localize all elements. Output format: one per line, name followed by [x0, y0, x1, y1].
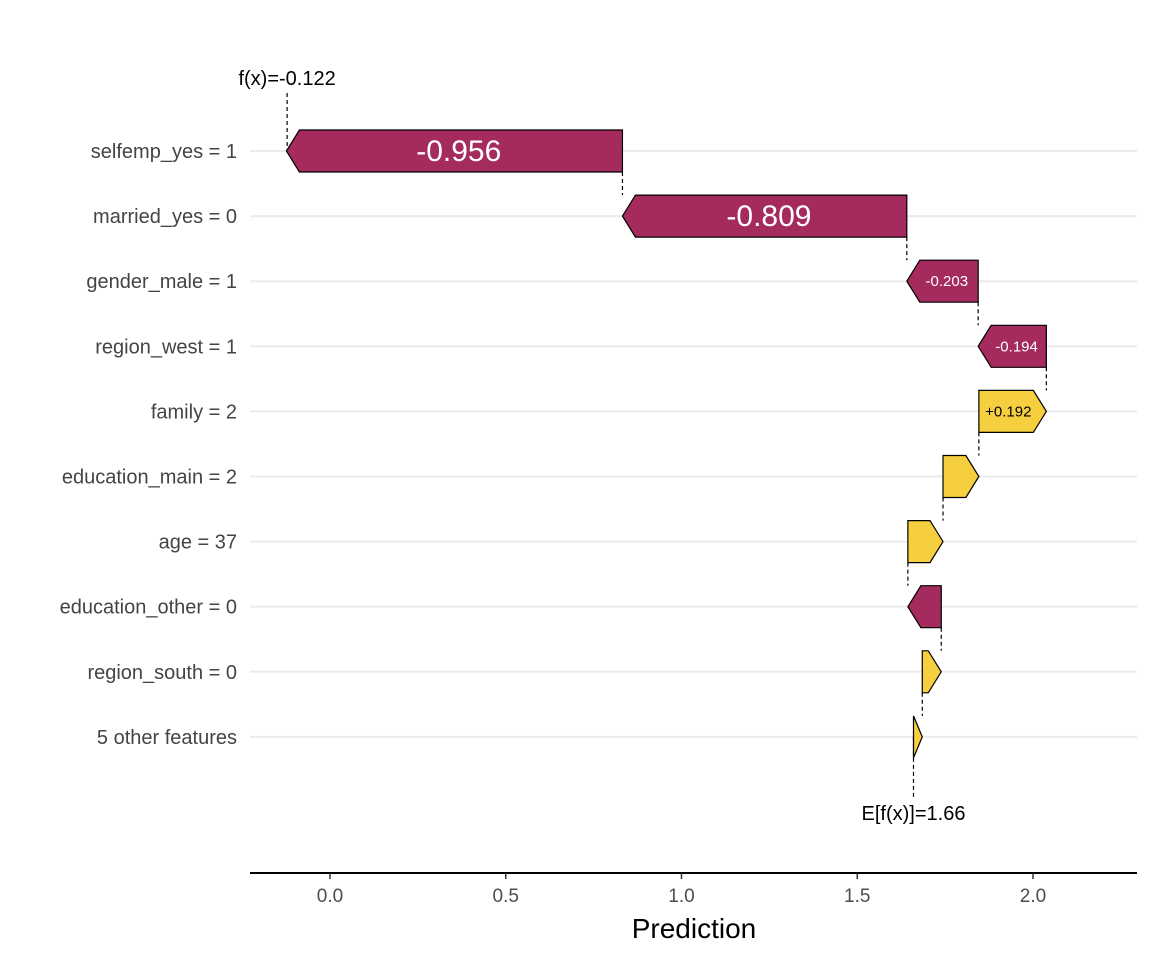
negative-contribution-bar [907, 585, 942, 629]
feature-label: age = 37 [159, 532, 237, 554]
bar-value-label: -0.956 [416, 135, 501, 168]
bar-value-label: -0.194 [995, 338, 1038, 355]
base-value-annotation: E[f(x)]=1.66 [862, 803, 966, 825]
prediction-annotation: f(x)=-0.122 [238, 68, 335, 90]
feature-label: selfemp_yes = 1 [91, 141, 237, 163]
feature-label: region_west = 1 [95, 336, 237, 358]
feature-label: married_yes = 0 [93, 206, 237, 228]
bar-value-label: -0.809 [726, 200, 811, 233]
contribution-bars: -0.956 -0.809 -0.203 -0.194 +0.192 [285, 129, 1048, 759]
x-tick-label: 0.0 [317, 886, 343, 907]
feature-label: family = 2 [151, 401, 237, 423]
positive-contribution-bar [912, 715, 923, 759]
x-tick-label: 0.5 [493, 886, 519, 907]
feature-label: education_main = 2 [62, 467, 237, 489]
positive-contribution-bar [978, 389, 1048, 433]
x-tick-label: 1.5 [844, 886, 870, 907]
negative-contribution-bar [285, 129, 624, 173]
bar-value-label: -0.203 [926, 273, 969, 290]
positive-contribution-bar [921, 650, 942, 694]
x-axis-title: Prediction [632, 913, 757, 944]
negative-contribution-bar [977, 324, 1047, 368]
x-tick-label: 2.0 [1020, 886, 1046, 907]
x-axis: 0.0 0.5 1.0 1.5 2.0 [250, 872, 1137, 907]
bar-value-label: +0.192 [985, 403, 1031, 420]
negative-contribution-bar [906, 259, 979, 303]
positive-contribution-bar [942, 454, 980, 499]
feature-labels: selfemp_yes = 1 married_yes = 0 gender_mal… [60, 141, 237, 749]
x-tick-label: 1.0 [668, 886, 694, 907]
feature-label: 5 other features [97, 727, 237, 749]
feature-label: education_other = 0 [60, 597, 237, 619]
feature-label: gender_male = 1 [86, 271, 237, 293]
grid-lines [250, 150, 1137, 738]
negative-contribution-bar [621, 194, 908, 238]
feature-label: region_south = 0 [87, 662, 237, 684]
positive-contribution-bar [907, 519, 944, 564]
